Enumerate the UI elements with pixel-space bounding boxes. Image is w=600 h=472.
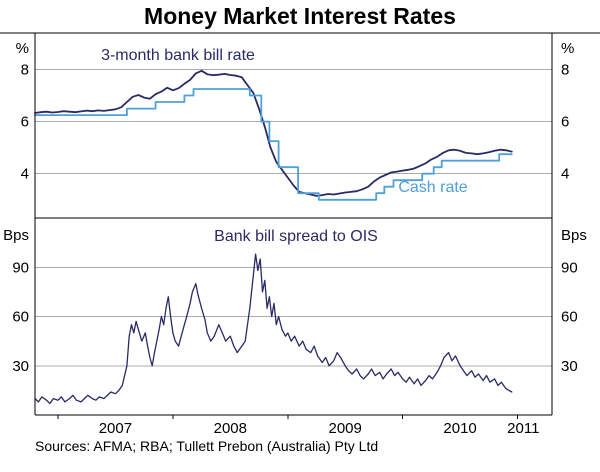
y-tick-label-right: 30	[561, 358, 578, 375]
year-label: 2008	[214, 420, 247, 437]
bank-bill-spread-to-ois-line	[34, 253, 513, 405]
spread-panel-title: Bank bill spread to OIS	[214, 228, 378, 245]
bank-bill-series-label: 3-month bank bill rate	[101, 47, 255, 64]
year-label: 2007	[99, 420, 132, 437]
y-tick-label-left: 90	[12, 259, 29, 276]
y-tick-label-right: 6	[561, 114, 569, 131]
plot-layer: 4 4 6 6 8 8 30 30 60 60 90 90 2007 2008 2009 2010 2011	[0, 32, 600, 437]
unit-label-bps-left: Bps	[3, 227, 29, 244]
year-label: 2009	[329, 420, 362, 437]
y-tick-label-right: 8	[561, 62, 569, 79]
y-tick-label-left: 60	[12, 309, 29, 326]
unit-label-percent-left: %	[16, 40, 29, 57]
y-tick-label-right: 60	[561, 309, 578, 326]
y-tick-label-left: 6	[21, 114, 29, 131]
unit-label-bps-right: Bps	[561, 227, 587, 244]
y-tick-label-left: 30	[12, 358, 29, 375]
chart-title: Money Market Interest Rates	[144, 3, 456, 29]
sources-note: Sources: AFMA; RBA; Tullett Prebon (Aust…	[35, 438, 378, 454]
y-tick-label-right: 90	[561, 259, 578, 276]
y-tick-label-left: 4	[21, 166, 29, 183]
unit-label-percent-right: %	[561, 40, 574, 57]
y-tick-label-left: 8	[21, 62, 29, 79]
cash-rate-line	[34, 88, 513, 201]
y-tick-label-right: 4	[561, 166, 569, 183]
year-label: 2011	[507, 420, 539, 437]
year-label: 2010	[443, 420, 476, 437]
3-month-bank-bill-rate-line	[34, 69, 513, 197]
cash-rate-series-label: Cash rate	[398, 179, 467, 196]
